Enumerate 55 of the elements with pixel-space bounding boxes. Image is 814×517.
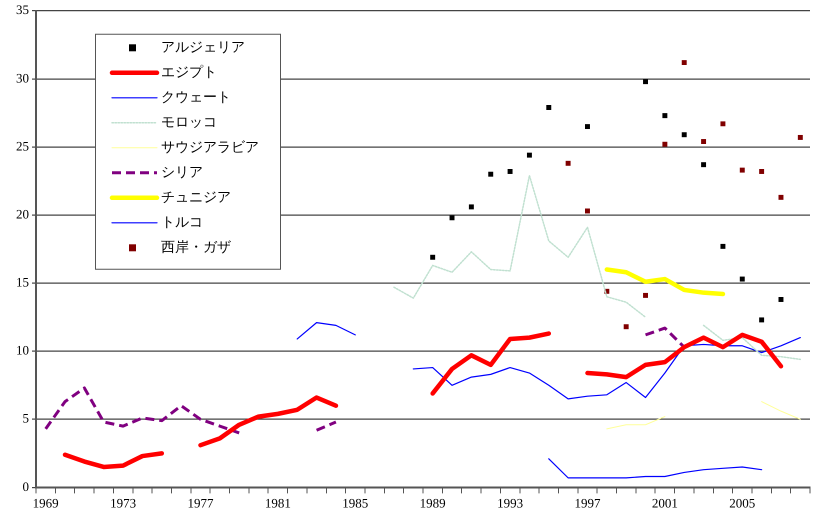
point — [759, 317, 764, 322]
point — [759, 169, 764, 174]
point — [468, 204, 474, 210]
x-tick-label: 1989 — [420, 496, 446, 511]
point — [566, 160, 571, 166]
y-tick-label: 25 — [16, 138, 29, 154]
point — [701, 162, 706, 168]
y-tick-label: 10 — [16, 342, 29, 358]
point — [662, 142, 668, 147]
legend-label: アルジェリア — [161, 40, 245, 56]
x-tick-label: 1977 — [187, 496, 214, 511]
legend-label: トルコ — [161, 215, 203, 230]
point — [508, 169, 513, 174]
x-tick-label: 1997 — [574, 496, 601, 511]
point — [740, 168, 745, 173]
point — [778, 297, 784, 302]
y-tick-label: 0 — [22, 478, 29, 494]
y-tick-label: 20 — [16, 206, 29, 222]
y-tick-label: 15 — [16, 274, 29, 290]
point — [450, 215, 454, 220]
point — [682, 132, 687, 138]
x-tick-label: 1981 — [264, 496, 291, 511]
x-tick-label: 1973 — [110, 496, 136, 511]
x-tick-label: 2005 — [729, 496, 756, 511]
point — [701, 139, 706, 144]
point — [430, 254, 436, 260]
x-tick-label: 1985 — [342, 496, 368, 511]
x-tick-label: 1969 — [32, 496, 59, 511]
point — [546, 105, 552, 110]
x-tick-label: 1993 — [497, 496, 524, 511]
x-tick-label: 2001 — [652, 496, 678, 511]
legend-label: モロッコ — [161, 115, 217, 130]
point — [585, 208, 590, 214]
point — [740, 276, 745, 282]
y-tick-label: 35 — [16, 2, 29, 18]
point — [488, 172, 494, 177]
point — [662, 113, 668, 118]
legend-label: 西岸・ガザ — [161, 239, 231, 256]
legend-label: エジプト — [161, 64, 217, 80]
legend-label: クウェート — [161, 90, 231, 106]
y-tick-label: 5 — [22, 410, 29, 426]
point — [526, 152, 532, 158]
point — [643, 79, 648, 84]
point — [585, 124, 590, 130]
point — [643, 292, 648, 298]
legend-label: シリア — [161, 165, 203, 180]
point — [798, 134, 803, 140]
point — [720, 244, 726, 249]
legend-label: チュニジア — [161, 190, 231, 206]
point — [682, 60, 687, 66]
point — [624, 324, 629, 330]
legend-label: サウジアラビア — [161, 139, 259, 156]
point — [778, 194, 784, 200]
y-tick-label: 30 — [16, 70, 29, 86]
point — [720, 121, 726, 126]
